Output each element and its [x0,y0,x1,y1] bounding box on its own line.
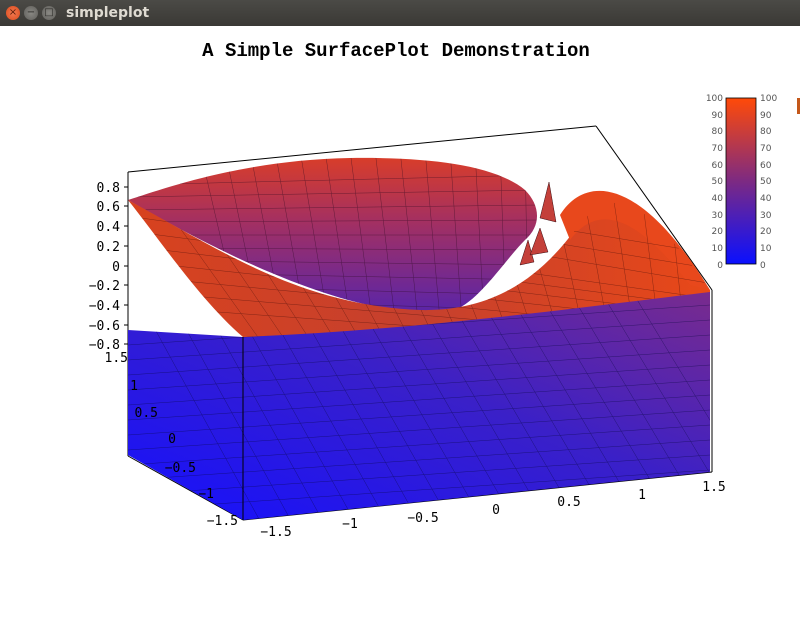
colorbar-tick-left: 30 [712,211,724,221]
x-tick-label: −0.5 [407,511,438,526]
colorbar-tick-left: 80 [712,127,724,137]
x-tick-label: −1 [342,517,358,532]
z-tick-label: 0.2 [97,240,120,255]
z-tick-label: −0.8 [89,338,120,353]
minimize-icon[interactable]: − [24,6,38,20]
colorbar-tick-left: 0 [717,261,723,271]
y-tick-label: 0 [168,432,176,447]
y-axis: −1.5 −1 −0.5 0 0.5 1 1.5 [105,351,238,529]
close-icon[interactable]: × [6,6,20,20]
z-tick-label: −0.2 [89,279,120,294]
colorbar-tick-right: 20 [760,227,772,237]
z-tick-label: 0.8 [97,181,120,196]
x-axis: −1.5 −1 −0.5 0 0.5 1 1.5 [260,480,725,540]
y-tick-label: −0.5 [165,461,196,476]
window-title: simpleplot [66,5,150,21]
z-tick-label: −0.4 [89,299,120,314]
colorbar-tick-left: 40 [712,194,724,204]
y-tick-label: −1 [198,487,214,502]
colorbar-tick-left: 10 [712,244,724,254]
y-tick-label: 1.5 [105,351,128,366]
colorbar-tick-right: 100 [760,94,777,104]
maximize-icon[interactable]: □ [42,6,56,20]
x-tick-label: 1 [638,488,646,503]
colorbar-tick-right: 80 [760,127,772,137]
colorbar-tick-left: 70 [712,144,724,154]
x-tick-label: 0.5 [557,495,580,510]
colorbar-tick-left: 100 [706,94,723,104]
x-tick-label: 1.5 [702,480,725,495]
colorbar-tick-left: 50 [712,177,724,187]
surface-spikes [519,181,557,266]
title-bar[interactable]: × − □ simpleplot [0,0,800,26]
x-tick-label: 0 [492,503,500,518]
colorbar-tick-right: 30 [760,211,772,221]
z-tick-label: 0 [112,260,120,275]
surface-plot[interactable]: A Simple SurfacePlot Demonstration [0,26,800,627]
y-tick-label: 0.5 [135,406,158,421]
surface-upper [128,157,538,313]
colorbar-tick-right: 40 [760,194,772,204]
z-tick-label: 0.4 [97,220,121,235]
z-tick-label: 0.6 [97,200,120,215]
colorbar-tick-right: 50 [760,177,772,187]
surface-lower [128,290,710,520]
colorbar-tick-left: 20 [712,227,724,237]
window-edge-marker [797,98,800,114]
x-tick-label: −1.5 [260,525,291,540]
colorbar-tick-left: 90 [712,111,724,121]
z-tick-label: −0.6 [89,319,120,334]
plot-canvas[interactable]: 0.8 0.6 0.4 0.2 0 −0.2 −0.4 −0.6 −0.8 −1… [0,26,800,627]
colorbar-tick-right: 0 [760,261,766,271]
chart-title: A Simple SurfacePlot Demonstration [202,40,590,62]
colorbar-gradient [725,97,757,265]
y-tick-label: 1 [130,379,138,394]
z-axis: 0.8 0.6 0.4 0.2 0 −0.2 −0.4 −0.6 −0.8 [89,181,128,353]
colorbar-tick-right: 10 [760,244,772,254]
colorbar: 100 90 80 70 60 50 40 30 20 10 0 100 90 … [706,94,778,271]
colorbar-tick-left: 60 [712,161,724,171]
colorbar-tick-right: 90 [760,111,772,121]
colorbar-tick-right: 70 [760,144,772,154]
colorbar-tick-right: 60 [760,161,772,171]
y-tick-label: −1.5 [207,514,238,529]
